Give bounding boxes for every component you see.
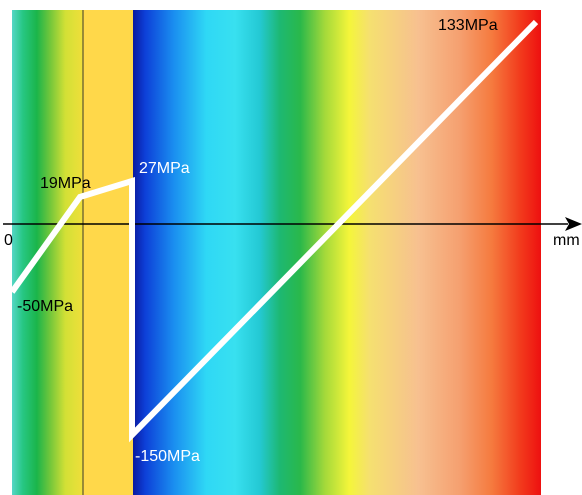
stress-line xyxy=(9,19,539,443)
coating-band xyxy=(133,10,541,495)
label-start-stress: -50MPa xyxy=(17,298,73,315)
axis-arrow-icon xyxy=(565,217,582,231)
interface-band xyxy=(83,10,133,495)
label-trough-stress: -150MPa xyxy=(135,448,200,465)
origin-label: 0 xyxy=(4,232,13,249)
unit-label: mm xyxy=(553,232,580,249)
substrate-band xyxy=(12,10,83,495)
label-peak-left-stress: 27MPa xyxy=(139,160,190,177)
label-end-stress: 133MPa xyxy=(438,17,498,34)
label-knee-stress: 19MPa xyxy=(40,175,91,192)
